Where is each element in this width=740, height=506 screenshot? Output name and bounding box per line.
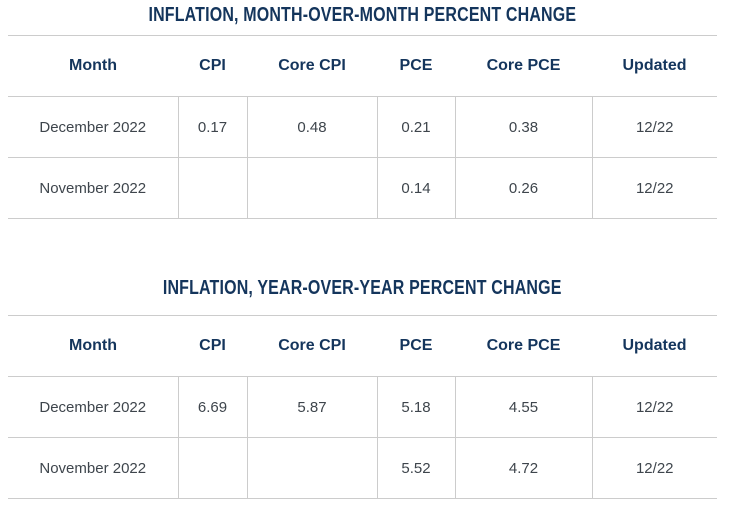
header-row: Month CPI Core CPI PCE Core PCE Updated [8,35,717,97]
value-cell: 5.87 [246,376,377,438]
table-row: December 2022 6.69 5.87 5.18 4.55 12/22 [8,376,717,438]
value-cell: 4.55 [454,376,592,438]
column-header-updated: Updated [592,315,717,377]
column-header-cpi: CPI [178,315,247,377]
column-header-month: Month [8,315,178,377]
value-cell: 12/22 [591,96,717,158]
value-cell: 12/22 [591,157,717,219]
value-cell [246,437,377,499]
value-cell: 0.14 [376,157,455,219]
yoy-inflation-section: INFLATION, YEAR-OVER-YEAR PERCENT CHANGE… [8,219,717,499]
column-header-pce: PCE [377,35,455,97]
value-cell: 5.52 [376,437,455,499]
value-cell: 4.72 [454,437,592,499]
column-header-core-cpi: Core CPI [247,315,377,377]
column-header-updated: Updated [592,35,717,97]
value-cell [177,157,247,219]
column-header-cpi: CPI [178,35,247,97]
mom-table-title: INFLATION, MONTH-OVER-MONTH PERCENT CHAN… [8,0,717,35]
month-cell: December 2022 [39,398,147,416]
table-row: December 2022 0.17 0.48 0.21 0.38 12/22 [8,96,717,158]
value-cell: 0.17 [177,96,247,158]
mom-inflation-table: Month CPI Core CPI PCE Core PCE Updated Decem… [8,35,717,219]
yoy-inflation-table: Month CPI Core CPI PCE Core PCE Updated Decem… [8,315,717,499]
value-cell: 0.21 [376,96,455,158]
column-header-core-cpi: Core CPI [247,35,377,97]
value-cell: 0.48 [246,96,377,158]
value-cell: 5.18 [376,376,455,438]
value-cell: 6.69 [177,376,247,438]
value-cell: 0.26 [454,157,592,219]
table-row: November 2022 0.14 0.26 12/22 [8,157,717,219]
mom-table-title-text: INFLATION, MONTH-OVER-MONTH PERCENT CHAN… [148,4,577,26]
value-cell [177,437,247,499]
value-cell: 12/22 [591,376,717,438]
column-header-core-pce: Core PCE [455,315,592,377]
month-cell: December 2022 [39,118,147,136]
month-cell: November 2022 [8,437,178,499]
value-cell [246,157,377,219]
value-cell: 12/22 [591,437,717,499]
column-header-pce: PCE [377,315,455,377]
yoy-table-title-text: INFLATION, YEAR-OVER-YEAR PERCENT CHANGE [163,277,562,299]
mom-inflation-section: INFLATION, MONTH-OVER-MONTH PERCENT CHAN… [8,0,717,219]
month-cell: November 2022 [8,157,178,219]
value-cell: 0.38 [454,96,592,158]
header-row: Month CPI Core CPI PCE Core PCE Updated [8,315,717,377]
column-header-core-pce: Core PCE [455,35,592,97]
column-header-month: Month [8,35,178,97]
yoy-table-title: INFLATION, YEAR-OVER-YEAR PERCENT CHANGE [8,219,717,315]
table-row: November 2022 5.52 4.72 12/22 [8,437,717,499]
